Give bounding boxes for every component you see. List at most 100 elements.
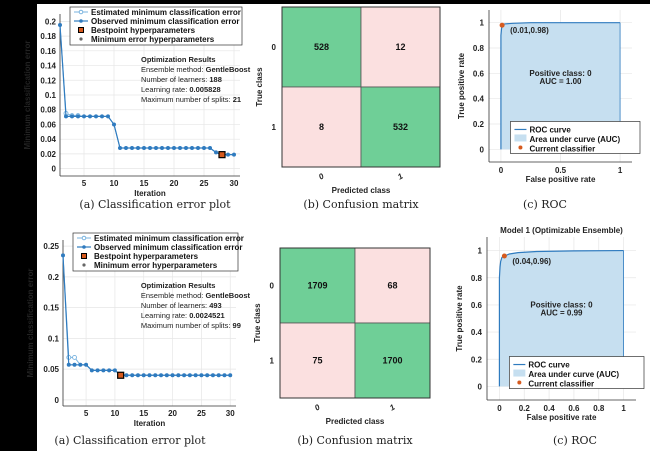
y-axis-label: True class — [253, 303, 262, 343]
point-observed — [226, 152, 230, 157]
info-label: Number of learners: — [141, 301, 209, 310]
info-line: Ensemble method: GentleBoost — [141, 65, 251, 74]
x-tick-label: 25 — [197, 409, 206, 418]
point-observed — [190, 146, 194, 151]
x-tick-label: 0.5 — [555, 166, 567, 175]
row-label: 0 — [270, 282, 275, 291]
bestpoint-marker — [117, 371, 125, 379]
info-value: 0.0024521 — [189, 311, 224, 320]
point-observed — [148, 146, 152, 151]
point-observed — [112, 368, 117, 373]
x-tick-label: 0.6 — [568, 404, 580, 413]
point-observed — [64, 114, 68, 119]
point-observed — [205, 373, 210, 378]
legend-label: Minimum error hyperparameters — [94, 261, 218, 270]
cm-cell-value: 12 — [395, 42, 405, 52]
point-observed — [130, 146, 134, 151]
legend-box — [509, 356, 645, 389]
x-tick-label: 15 — [139, 409, 148, 418]
point-observed — [214, 150, 218, 155]
x-axis-label: Iteration — [134, 189, 166, 198]
point-observed — [166, 146, 170, 151]
legend-label: Bestpoint hyperparameters — [91, 26, 196, 35]
x-tick-label: 25 — [200, 179, 209, 188]
left-margin-bar — [0, 0, 37, 451]
legend-label: Bestpoint hyperparameters — [94, 252, 199, 261]
point-observed — [170, 373, 175, 378]
legend-label: Current classifier — [529, 144, 595, 153]
panel-caption: (c) ROC — [523, 198, 567, 211]
auc-area — [499, 250, 624, 387]
point-observed — [199, 373, 204, 378]
legend-label: Minimum error hyperparameters — [91, 35, 215, 44]
legend-marker-bestpoint — [78, 27, 84, 33]
x-tick-label: 5 — [82, 179, 87, 188]
info-line: Maximum number of splits: 21 — [141, 95, 241, 104]
current-classifier-label: (0.04,0.96) — [512, 257, 551, 266]
point-observed — [130, 373, 135, 378]
point-observed — [154, 146, 158, 151]
point-observed — [58, 23, 62, 28]
info-line: Ensemble method: GentleBoost — [141, 291, 251, 300]
panel-caption: (a) Classification error plot — [54, 434, 206, 447]
legend-marker-minerror — [79, 37, 83, 41]
panel-caption: (a) Classification error plot — [79, 198, 231, 211]
x-tick-label: 20 — [168, 409, 177, 418]
legend-label: Area under curve (AUC) — [529, 135, 620, 144]
x-tick-label: 0.8 — [593, 404, 605, 413]
point-observed — [187, 373, 192, 378]
y-tick-label: 0.16 — [40, 47, 56, 56]
legend-box — [69, 6, 243, 46]
x-tick-label: 30 — [226, 409, 235, 418]
info-label: Number of learners: — [141, 75, 209, 84]
x-axis-label: Predicted class — [326, 417, 385, 426]
point-observed — [135, 373, 140, 378]
y-axis-label: True positive rate — [457, 52, 466, 119]
roc-title: Model 1 (Optimizable Ensemble) — [500, 226, 623, 235]
point-observed — [100, 114, 104, 119]
y-tick-label: 0.18 — [40, 32, 56, 41]
info-label: Maximum number of splits: — [141, 95, 233, 104]
y-tick-label: 0.06 — [40, 120, 56, 129]
point-observed — [106, 114, 110, 119]
y-tick-label: 0.4 — [473, 95, 485, 104]
col-label: 0 — [313, 402, 322, 412]
legend-label: Observed minimum classification error — [91, 17, 240, 26]
y-tick-label: 0.12 — [40, 76, 56, 85]
panel-caption: (b) Confusion matrix — [303, 198, 419, 211]
point-observed — [160, 146, 164, 151]
legend-marker-observed — [79, 19, 83, 23]
cm-border — [281, 6, 441, 168]
panel-caption: (c) ROC — [553, 434, 597, 447]
y-tick-label: 1 — [478, 247, 483, 256]
y-tick-label: 0.2 — [48, 273, 60, 282]
x-tick-label: 1 — [621, 404, 626, 413]
point-observed — [210, 373, 215, 378]
y-tick-label: 0.1 — [48, 334, 60, 343]
legend-label: ROC curve — [529, 125, 571, 134]
current-classifier-point — [499, 22, 505, 28]
point-observed — [112, 122, 116, 127]
y-tick-label: 0.2 — [471, 355, 483, 364]
roc-annotation: AUC = 1.00 — [539, 77, 582, 86]
y-tick-label: 0.25 — [43, 242, 59, 251]
legend-box — [72, 232, 239, 272]
legend-swatch-auc — [513, 369, 526, 377]
x-tick-label: 0.2 — [519, 404, 531, 413]
info-label: Learning rate: — [141, 311, 189, 320]
x-tick-label: 1 — [618, 166, 623, 175]
cm-cell-value: 68 — [387, 281, 397, 291]
point-observed — [147, 373, 152, 378]
roc-annotation: Positive class: 0 — [530, 301, 593, 310]
y-tick-label: 0.1 — [45, 91, 57, 100]
info-value: 21 — [233, 95, 241, 104]
legend-label: Estimated minimum classification error — [91, 8, 241, 17]
info-label: Ensemble method: — [141, 65, 206, 74]
cm-border — [279, 247, 431, 399]
x-axis-label: Iteration — [134, 419, 166, 428]
y-tick-label: 0.6 — [471, 301, 483, 310]
point-observed — [101, 368, 106, 373]
cm-cell — [360, 86, 441, 168]
x-tick-label: 0 — [499, 166, 504, 175]
